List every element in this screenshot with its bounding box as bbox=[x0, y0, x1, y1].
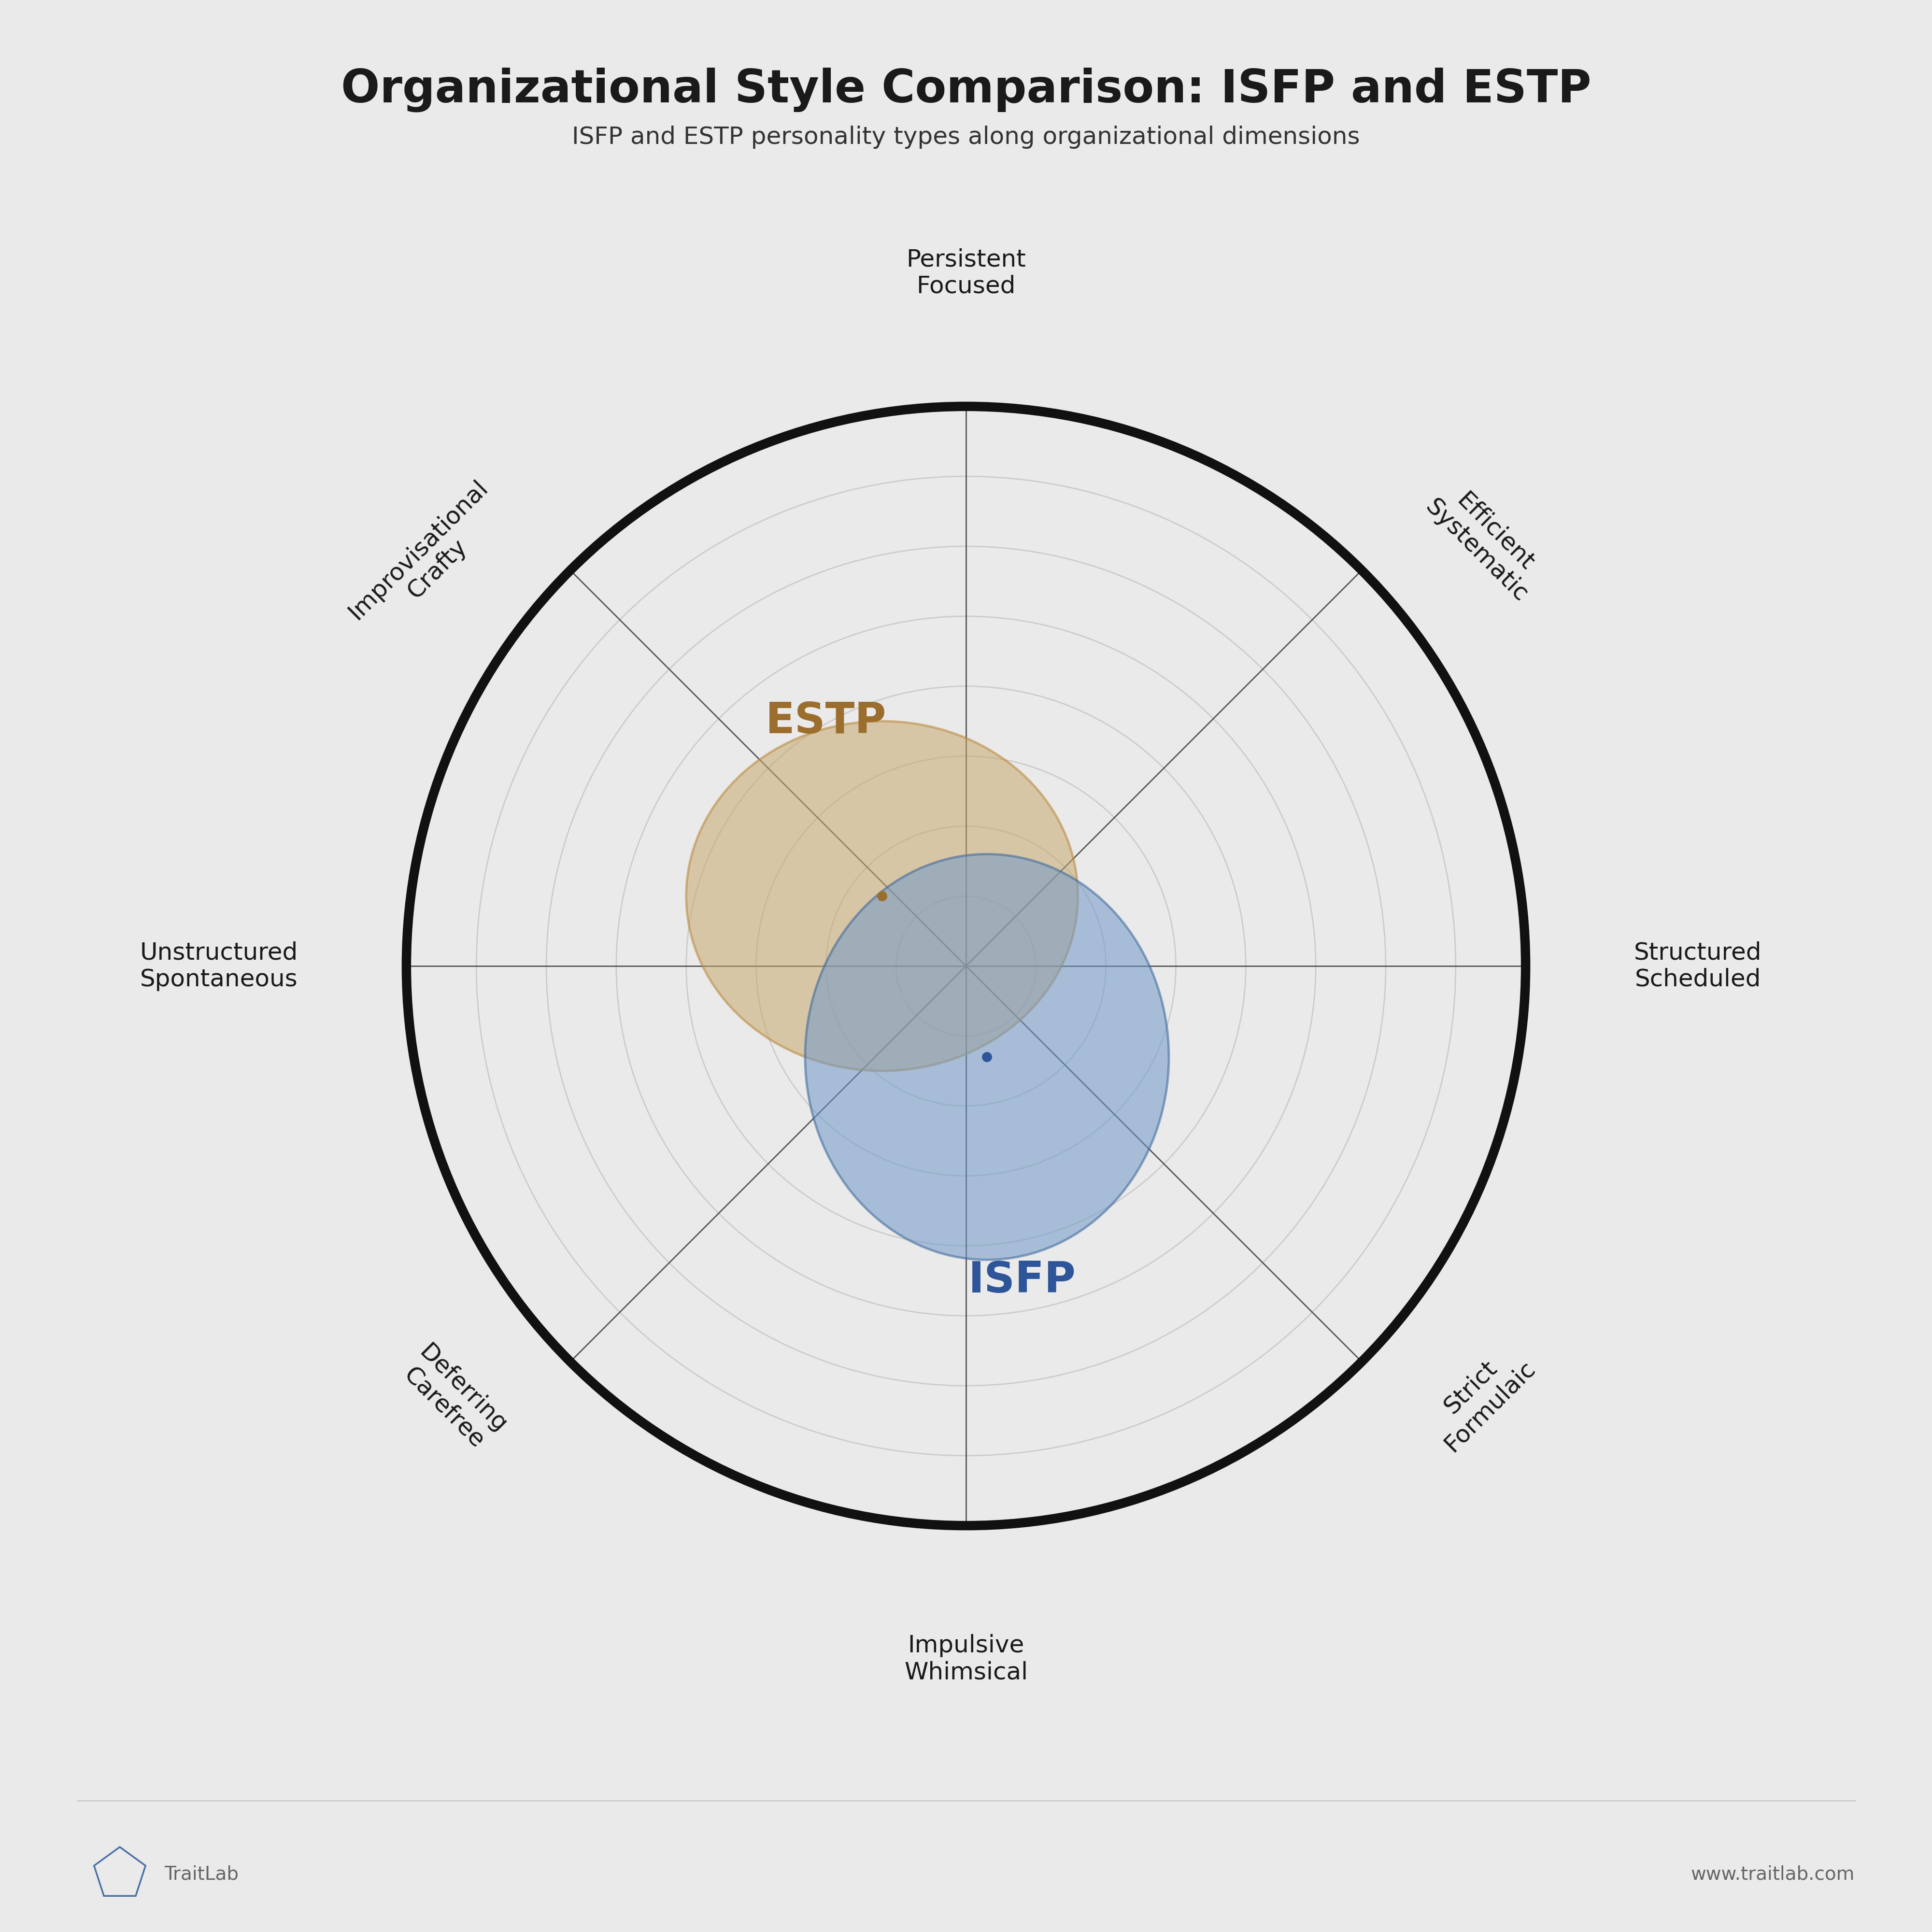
Text: www.traitlab.com: www.traitlab.com bbox=[1690, 1864, 1855, 1884]
Text: ISFP and ESTP personality types along organizational dimensions: ISFP and ESTP personality types along or… bbox=[572, 126, 1360, 149]
Text: Efficient
Systematic: Efficient Systematic bbox=[1420, 475, 1551, 607]
Text: Deferring
Carefree: Deferring Carefree bbox=[396, 1341, 512, 1457]
Text: Unstructured
Spontaneous: Unstructured Spontaneous bbox=[139, 941, 298, 991]
Text: ESTP: ESTP bbox=[765, 699, 887, 742]
Text: Improvisational
Crafty: Improvisational Crafty bbox=[344, 475, 512, 643]
Text: Persistent
Focused: Persistent Focused bbox=[906, 247, 1026, 298]
Text: Structured
Scheduled: Structured Scheduled bbox=[1634, 941, 1762, 991]
Text: Impulsive
Whimsical: Impulsive Whimsical bbox=[904, 1634, 1028, 1685]
Text: TraitLab: TraitLab bbox=[164, 1864, 240, 1884]
Text: ISFP: ISFP bbox=[968, 1260, 1076, 1302]
Ellipse shape bbox=[686, 721, 1078, 1070]
Text: Strict
Formulaic: Strict Formulaic bbox=[1420, 1337, 1540, 1457]
Ellipse shape bbox=[806, 854, 1169, 1260]
Text: Organizational Style Comparison: ISFP and ESTP: Organizational Style Comparison: ISFP an… bbox=[340, 68, 1592, 112]
